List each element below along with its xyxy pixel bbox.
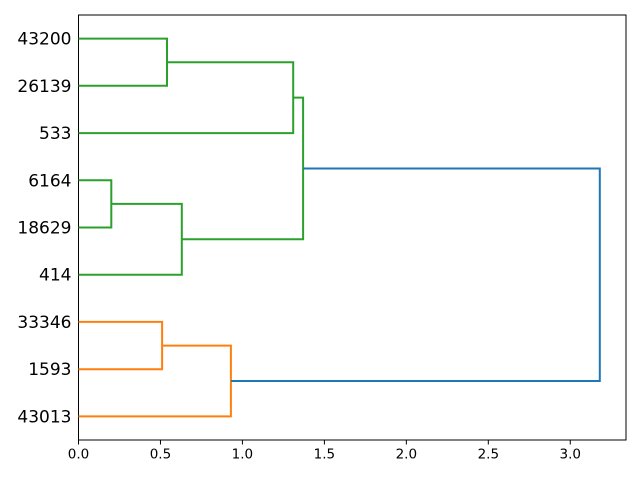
dendrogram-link-H <box>230 167 601 382</box>
x-tick-label: 0.0 <box>68 447 89 463</box>
x-tick-label: 1.5 <box>314 447 335 463</box>
plot-border <box>78 14 627 441</box>
dendrogram-link-B <box>78 61 295 135</box>
x-tick-label: 2.5 <box>478 447 499 463</box>
leaf-label-43200: 43200 <box>17 30 71 50</box>
leaf-label-43013: 43013 <box>17 407 71 427</box>
dendrogram-link-C <box>78 179 113 229</box>
leaf-label-414: 414 <box>39 266 71 286</box>
x-tick-label: 1.0 <box>232 447 253 463</box>
dendrogram-link-D <box>78 202 183 276</box>
dendrogram-link-A <box>78 37 168 87</box>
x-tick-label: 3.0 <box>560 447 581 463</box>
leaf-label-533: 533 <box>39 124 71 144</box>
leaf-label-6164: 6164 <box>28 171 71 191</box>
leaf-label-26139: 26139 <box>17 77 71 97</box>
leaf-label-18629: 18629 <box>17 219 71 239</box>
dendrogram-link-G <box>78 344 232 418</box>
x-tick-label: 2.0 <box>396 447 417 463</box>
leaf-label-1593: 1593 <box>28 360 71 380</box>
x-tick-label: 0.5 <box>150 447 171 463</box>
leaf-label-33346: 33346 <box>17 313 71 333</box>
dendrogram-link-F <box>78 320 164 371</box>
dendrogram-link-E <box>181 96 305 241</box>
